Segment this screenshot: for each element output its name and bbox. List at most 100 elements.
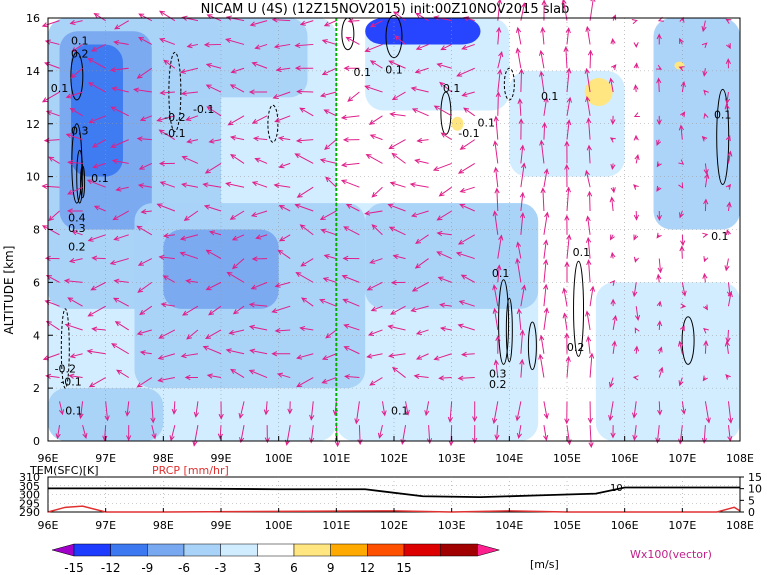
wind-vector xyxy=(588,425,594,449)
wind-vector xyxy=(150,401,156,424)
wind-vector xyxy=(296,89,314,95)
wind-vector xyxy=(656,320,663,330)
subpanel-x-label: 103E xyxy=(438,519,466,532)
contour-line xyxy=(527,321,537,371)
wind-vector xyxy=(389,111,406,118)
wind-vector xyxy=(343,226,360,236)
wind-vector xyxy=(203,204,222,212)
wind-vector xyxy=(543,96,549,116)
wind-vector xyxy=(325,329,337,339)
wind-vector xyxy=(564,332,570,354)
wind-vector xyxy=(463,107,476,117)
wind-vector xyxy=(496,264,502,283)
wind-vector xyxy=(586,117,592,140)
wind-vector xyxy=(273,182,291,189)
contour-label: 0.2 xyxy=(71,48,89,61)
wind-vector xyxy=(299,224,314,236)
wind-vector xyxy=(325,176,337,188)
y-tick-label: 4 xyxy=(33,329,40,342)
wind-vector xyxy=(677,340,684,354)
contour-label: 0.2 xyxy=(489,378,507,391)
contour-label: 0.2 xyxy=(567,341,585,354)
wind-vector xyxy=(726,282,733,298)
subpanel-grid xyxy=(48,477,740,512)
temperature-tick-label: 310 xyxy=(19,471,40,484)
wind-vector xyxy=(539,139,545,164)
wind-vector xyxy=(324,139,337,151)
wind-vector xyxy=(70,67,83,79)
wind-vector xyxy=(703,327,709,334)
contour-labels: 0.10.20.10.30.10.40.30.2-0.2-0.10.1-0.2-… xyxy=(51,34,732,417)
wind-vector xyxy=(138,36,153,45)
wind-vector xyxy=(248,324,268,331)
wind-vector xyxy=(436,251,452,260)
wind-vector xyxy=(518,68,525,93)
wind-vector xyxy=(309,401,315,421)
wind-vector xyxy=(539,70,545,93)
wind-vector xyxy=(724,340,730,354)
wind-vector xyxy=(632,425,638,441)
colorbar-segment xyxy=(293,543,331,557)
wind-vector xyxy=(459,186,475,193)
wind-vector xyxy=(186,138,199,144)
wind-vector xyxy=(159,10,176,22)
wind-vector xyxy=(90,281,106,291)
wind-vector xyxy=(185,278,199,284)
wind-vector xyxy=(67,159,83,166)
wind-vector xyxy=(249,348,268,355)
inline-contour-label: 10 xyxy=(610,483,623,494)
x-tick-label: 104E xyxy=(495,452,523,465)
wind-vector xyxy=(656,115,662,126)
colorbar-segment xyxy=(147,543,185,557)
wind-vector xyxy=(543,283,549,307)
wind-vector xyxy=(543,259,549,283)
wind-vector xyxy=(179,234,199,241)
colorbar-label: 9 xyxy=(327,561,335,575)
wind-vector xyxy=(251,115,268,124)
wind-vector xyxy=(410,86,429,93)
wind-vector xyxy=(133,87,152,93)
wind-vector xyxy=(278,234,291,242)
wind-vector xyxy=(566,233,572,259)
wind-vector xyxy=(678,124,684,140)
x-tick-label: 96E xyxy=(38,452,59,465)
wind-vector xyxy=(171,401,177,415)
wind-vectors xyxy=(41,0,734,449)
wind-vector xyxy=(393,11,406,22)
wind-vector xyxy=(656,300,662,307)
wind-vector xyxy=(381,401,387,417)
wind-vector xyxy=(248,369,268,379)
wind-vector xyxy=(414,158,429,164)
contour-label: 0.4 xyxy=(68,212,86,225)
wind-vector xyxy=(725,329,731,344)
contour-label: 0.1 xyxy=(492,267,510,280)
wind-vector xyxy=(566,119,572,140)
wind-vector xyxy=(632,375,639,381)
wind-vector xyxy=(704,172,710,188)
wind-vector xyxy=(274,328,291,334)
contour-label: -0.1 xyxy=(60,375,81,388)
wind-vector xyxy=(271,351,291,357)
contour-label: 0.3 xyxy=(489,368,507,381)
wind-vector xyxy=(496,0,503,21)
wind-vector xyxy=(354,401,360,425)
contour-label: 0.1 xyxy=(478,116,496,129)
wind-vector xyxy=(562,312,568,331)
wind-vector xyxy=(634,306,641,321)
wind-vector xyxy=(702,304,708,311)
contour-label: 0.1 xyxy=(573,246,591,259)
wind-vector xyxy=(319,298,337,307)
wind-vector xyxy=(585,236,592,259)
wind-vector xyxy=(515,257,522,283)
contour-line xyxy=(681,316,695,365)
wind-vector xyxy=(343,346,360,355)
wind-vector xyxy=(589,352,595,378)
wind-vector xyxy=(433,105,452,117)
x-tick-label: 98E xyxy=(153,452,174,465)
wind-vector xyxy=(656,161,662,168)
wind-vector xyxy=(41,225,60,236)
wind-vector xyxy=(679,245,685,259)
contour-label: 0.1 xyxy=(443,82,461,95)
subpanel-x-label: 99E xyxy=(211,519,232,532)
wind-vector xyxy=(64,323,83,331)
